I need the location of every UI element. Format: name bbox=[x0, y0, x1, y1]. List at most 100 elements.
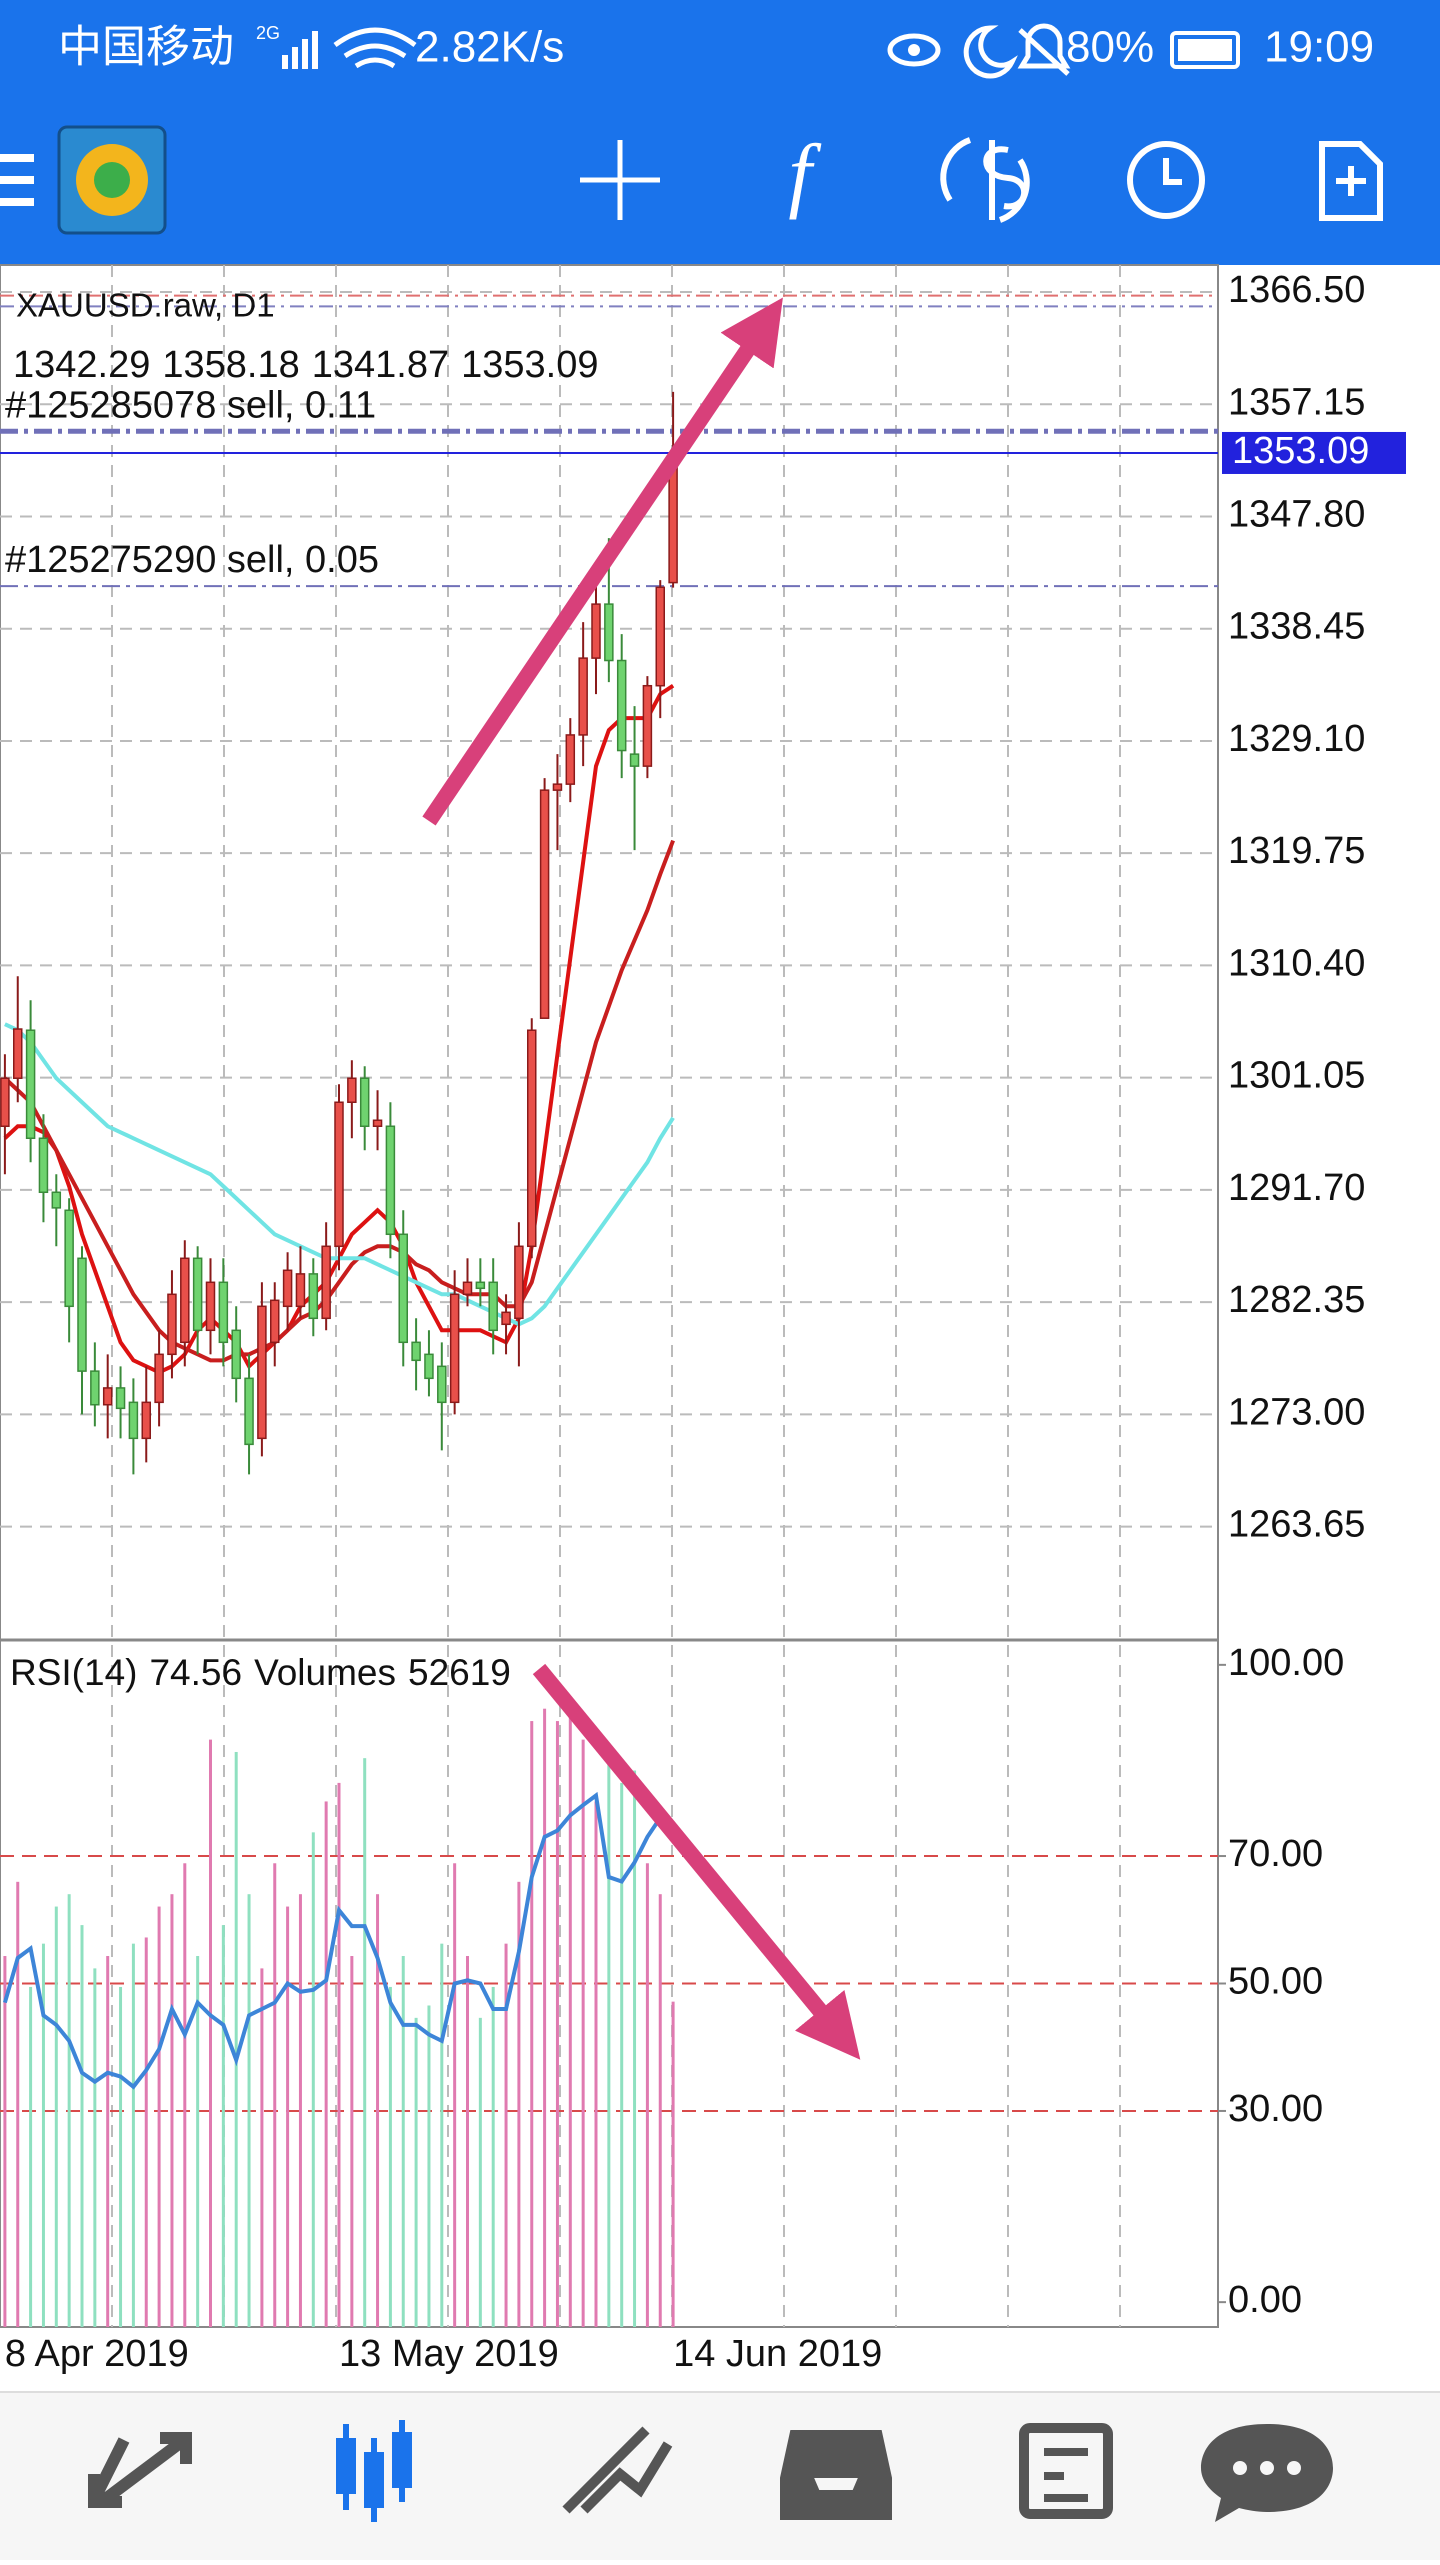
ohlc-value: 1341.87 bbox=[312, 344, 449, 386]
news-lines bbox=[1044, 2448, 1088, 2502]
candle-body bbox=[552, 783, 563, 791]
volume-bar bbox=[466, 1956, 469, 2327]
y-tick-label: 1347.80 bbox=[1228, 494, 1365, 536]
candle-body bbox=[13, 1028, 23, 1079]
trade-tab[interactable] bbox=[562, 2426, 673, 2514]
moon-icon bbox=[963, 25, 1018, 79]
mute-icon bbox=[1017, 23, 1071, 76]
y-tick-label: 1310.40 bbox=[1228, 942, 1365, 984]
crosshair-icon[interactable] bbox=[580, 140, 660, 220]
y-tick-label: 1263.65 bbox=[1228, 1504, 1365, 1546]
history-tab[interactable] bbox=[780, 2430, 892, 2520]
volume-value: 52619 bbox=[408, 1652, 511, 1693]
current-price-label: 1353.09 bbox=[1232, 430, 1369, 472]
moving-average bbox=[3, 839, 675, 1363]
volume-bar bbox=[286, 1906, 290, 2327]
network: 2G bbox=[256, 23, 280, 43]
rsi-header: RSI(14) 74.56 Volumes 52619 bbox=[10, 1652, 511, 1693]
quotes-tab[interactable] bbox=[88, 2432, 192, 2508]
volume-bar bbox=[401, 1956, 405, 2327]
candle-body bbox=[295, 1273, 306, 1308]
candle-body bbox=[359, 1077, 370, 1128]
battery-icon bbox=[1170, 31, 1240, 69]
candle-body bbox=[270, 1299, 280, 1344]
volume-bar bbox=[517, 1881, 521, 2327]
candle-body bbox=[591, 603, 601, 659]
volume-bar bbox=[144, 1937, 148, 2327]
y-tick-label: 1319.75 bbox=[1228, 830, 1365, 872]
candle-body bbox=[231, 1329, 241, 1380]
volume-bar bbox=[633, 1770, 637, 2327]
chart-layer: 1366.50 1357.15 1347.80 1338.45 1329.10 1319.… bbox=[0, 265, 1406, 2375]
candle-body bbox=[51, 1191, 62, 1209]
rsi-tick-label: 100.00 bbox=[1228, 1642, 1344, 1684]
volume-bar bbox=[530, 1721, 534, 2327]
chart-tab[interactable] bbox=[336, 2420, 412, 2522]
volume-bar bbox=[671, 2001, 675, 2327]
volume-bar bbox=[260, 1968, 264, 2327]
volume-bar bbox=[555, 1721, 559, 2327]
volume-bar bbox=[131, 1943, 135, 2327]
volume-bar bbox=[427, 2005, 431, 2327]
battery: 80% bbox=[1066, 23, 1154, 72]
volume-bar bbox=[324, 1801, 328, 2327]
candle-body bbox=[38, 1137, 49, 1194]
volume-bar bbox=[170, 1894, 174, 2327]
candle-body bbox=[398, 1233, 408, 1344]
x-tick-label: 13 May 2019 bbox=[339, 2333, 559, 2375]
x-tick-label: 8 Apr 2019 bbox=[5, 2333, 189, 2375]
period-icon[interactable] bbox=[1127, 141, 1205, 219]
volume-bar bbox=[388, 1986, 392, 2327]
rsi-tick-label: 0.00 bbox=[1228, 2279, 1302, 2321]
app-logo-center bbox=[94, 162, 130, 198]
carrier: 中国移动 bbox=[58, 23, 234, 72]
volume-bar bbox=[350, 1956, 354, 2327]
ohlc-value: 1358.18 bbox=[162, 344, 299, 386]
candle-body bbox=[385, 1125, 396, 1236]
news-tab[interactable] bbox=[1019, 2423, 1113, 2519]
volume-bar bbox=[157, 1906, 161, 2327]
candle-body bbox=[642, 684, 653, 767]
annotation-arrow-up bbox=[422, 297, 783, 826]
volume-bar bbox=[568, 1708, 572, 2327]
candle-body bbox=[488, 1281, 498, 1332]
volume-bar bbox=[106, 1956, 110, 2327]
clock: 19:09 bbox=[1264, 23, 1374, 72]
y-tick-label: 1338.45 bbox=[1228, 606, 1365, 648]
volume-bar bbox=[209, 1739, 212, 2327]
order-label: #125285078 sell, 0.11 bbox=[5, 384, 376, 426]
candle-body bbox=[180, 1257, 190, 1344]
y-tick-label: 1357.15 bbox=[1228, 381, 1365, 423]
candle-body bbox=[128, 1401, 139, 1440]
volume-bar bbox=[29, 1986, 33, 2327]
trade-icon[interactable] bbox=[940, 137, 1030, 223]
candle-body bbox=[321, 1245, 331, 1320]
volume-bar bbox=[234, 1751, 238, 2327]
new-order-icon[interactable] bbox=[1319, 141, 1383, 221]
signal-icon bbox=[282, 31, 318, 69]
rsi-line bbox=[2, 1791, 675, 2090]
candle-body bbox=[64, 1209, 74, 1308]
rsi-tick-label: 70.00 bbox=[1228, 1833, 1323, 1875]
symbol: XAUUSD.raw, D1 bbox=[16, 287, 275, 324]
volume-bar bbox=[119, 1986, 123, 2327]
candle-body bbox=[604, 603, 614, 662]
candle-body bbox=[501, 1311, 511, 1326]
ohlc-text: 1342.29 1358.18 1341.87 1353.09 bbox=[13, 344, 599, 386]
volumes-name: Volumes bbox=[254, 1652, 396, 1693]
volume-bar bbox=[183, 1863, 187, 2327]
volume-bar bbox=[311, 1832, 315, 2327]
candle-body bbox=[411, 1341, 421, 1362]
volume-bar bbox=[67, 1894, 71, 2327]
volume-bar bbox=[607, 1758, 611, 2327]
candle-body bbox=[372, 1119, 383, 1128]
candle-body bbox=[154, 1353, 164, 1404]
menu-icon[interactable] bbox=[0, 154, 34, 206]
volume-bar bbox=[337, 1782, 341, 2327]
x-tick-label: 14 Jun 2019 bbox=[673, 2333, 882, 2375]
candle-body bbox=[514, 1245, 524, 1320]
candle-body bbox=[527, 1029, 537, 1248]
rsi-tick-label: 50.00 bbox=[1228, 1961, 1323, 2003]
ohlc-value: 1353.09 bbox=[461, 344, 598, 386]
